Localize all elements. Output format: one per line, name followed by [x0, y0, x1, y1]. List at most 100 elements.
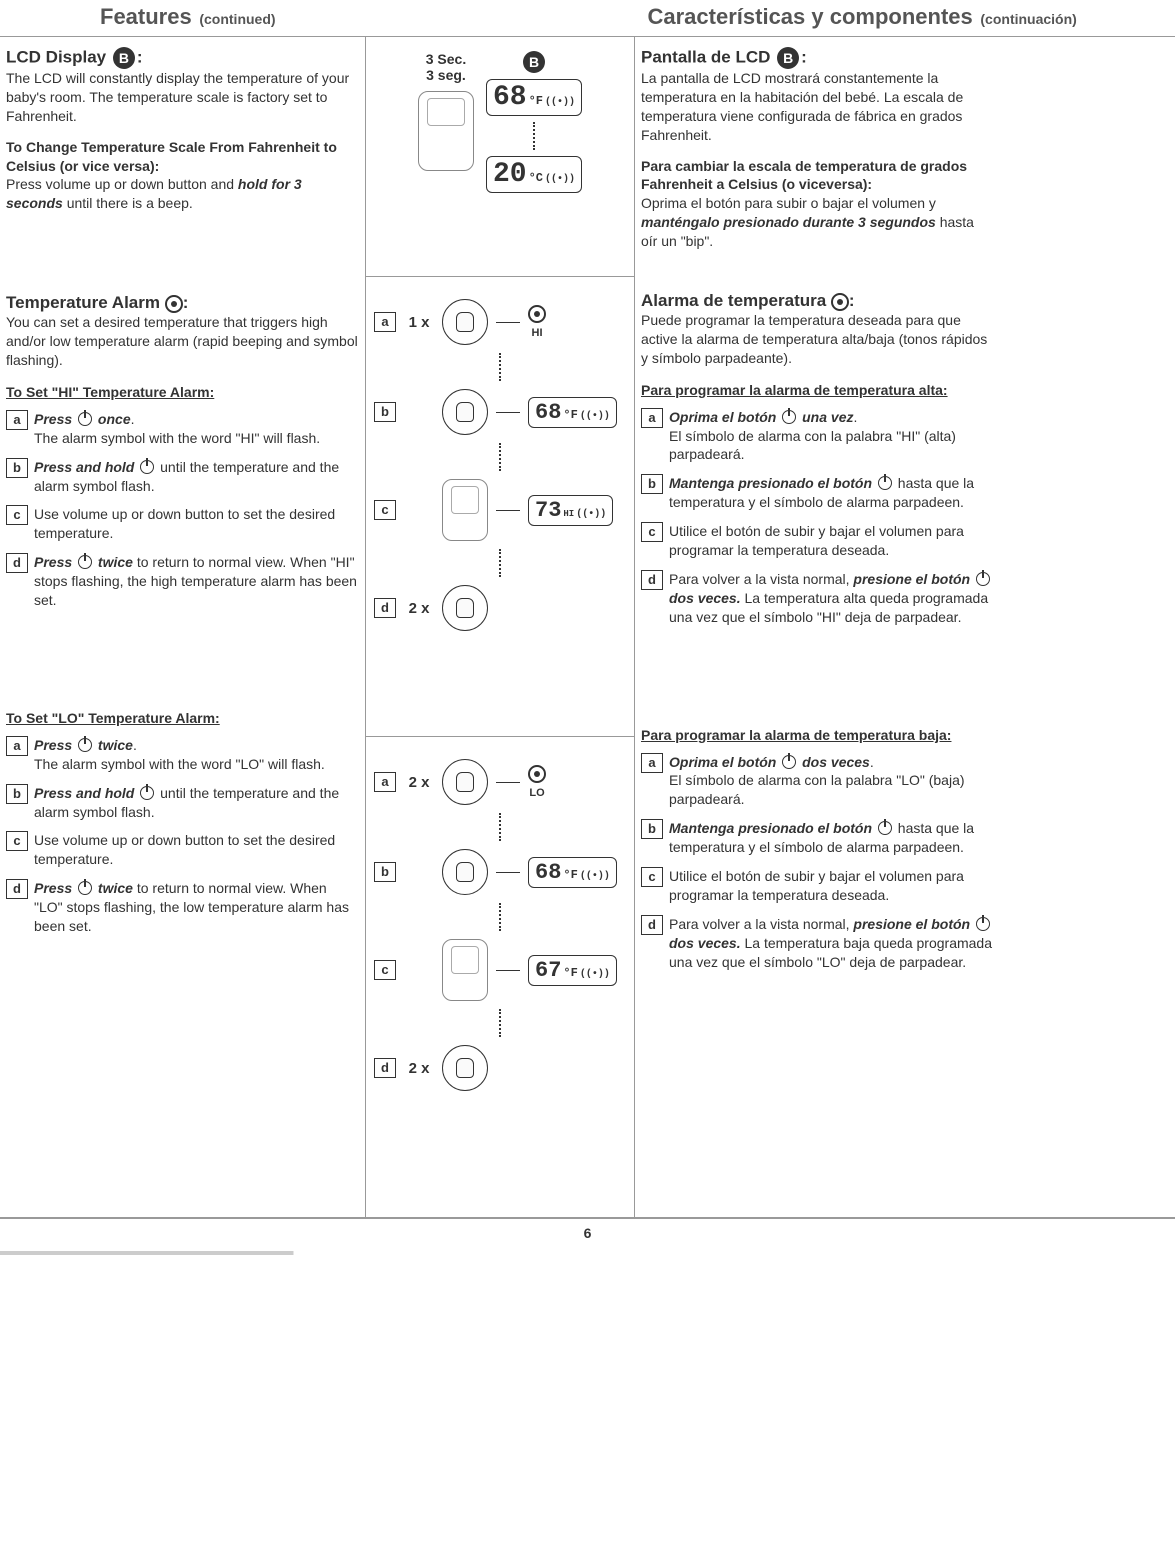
step-label-d: d — [641, 915, 663, 935]
lo-head-en: To Set "LO" Temperature Alarm: — [6, 710, 359, 726]
hi-b-bold: Press and hold — [34, 459, 138, 475]
lo-b-bold: Mantenga presionado el botón — [669, 820, 876, 836]
diagram-label-a: a — [374, 312, 396, 332]
lo-label: LO — [528, 787, 546, 799]
signal-icon: ((•)) — [580, 969, 610, 980]
lo-b-body-es: Mantenga presionado el botón hasta que l… — [669, 819, 994, 857]
hi-a-bold2: una vez — [798, 409, 853, 425]
device-icon — [418, 91, 474, 171]
step-label-c: c — [641, 867, 663, 887]
alarm-title-text: Alarma de temperatura — [641, 291, 831, 310]
power-icon — [78, 412, 92, 426]
lo-a-bold2: dos veces — [798, 754, 870, 770]
sec-label-es: 3 seg. — [418, 67, 474, 83]
lo-d-bold: Press — [34, 880, 76, 896]
target-icon — [831, 293, 849, 311]
power-icon — [782, 410, 796, 424]
diagram-sec-labels: 3 Sec. 3 seg. — [418, 51, 474, 171]
step-label-c: c — [6, 831, 28, 851]
lcd-temp: 68 — [535, 860, 561, 885]
step-label-a: a — [6, 736, 28, 756]
lo-c-body: Use volume up or down button to set the … — [34, 831, 359, 869]
header-right: Características y componentes (continuac… — [628, 4, 1175, 30]
hi-d-bold2: dos veces. — [669, 590, 741, 606]
lo-step-a-es: a Oprima el botón dos veces. El símbolo … — [641, 753, 994, 810]
hi-step-d-es: d Para volver a la vista normal, presion… — [641, 570, 994, 627]
diagram-label-a: a — [374, 772, 396, 792]
button-press-icon — [442, 389, 488, 435]
button-press-icon — [442, 1045, 488, 1091]
lo-step-b-en: b Press and hold until the temperature a… — [6, 784, 359, 822]
diagram-times: 2 x — [404, 600, 434, 617]
step-label-b: b — [6, 458, 28, 478]
dots-icon — [499, 1009, 501, 1037]
lo-step-b-es: b Mantenga presionado el botón hasta que… — [641, 819, 994, 857]
diagram-lo-b: b 68°F((•)) — [374, 849, 626, 895]
signal-icon: ((•)) — [545, 174, 575, 185]
hi-b-body-es: Mantenga presionado el botón hasta que l… — [669, 474, 994, 512]
lo-step-d-es: d Para volver a la vista normal, presion… — [641, 915, 994, 972]
alarm-title-colon: : — [183, 293, 189, 312]
step-label-d: d — [6, 879, 28, 899]
hi-step-d-en: d Press twice to return to normal view. … — [6, 553, 359, 610]
lcd-display: 73HI((•)) — [528, 495, 613, 526]
hi-step-b-en: b Press and hold until the temperature a… — [6, 458, 359, 496]
power-icon — [878, 821, 892, 835]
power-icon — [976, 572, 990, 586]
diagram-label-d: d — [374, 1058, 396, 1078]
lcd-display: 68°F((•)) — [528, 857, 617, 888]
hi-a-bold: Oprima el botón — [669, 409, 780, 425]
lcd-change-head-es: Para cambiar la escala de temperatura de… — [641, 157, 994, 195]
diagram-times: 2 x — [404, 1060, 434, 1077]
step-label-b: b — [641, 819, 663, 839]
alarm-title-text: Temperature Alarm — [6, 293, 165, 312]
lcd-body-en: The LCD will constantly display the temp… — [6, 69, 359, 126]
diagram-lo-c: c 67°F((•)) — [374, 939, 626, 1001]
badge-b-icon: B — [113, 47, 135, 69]
lo-a-bold2: twice — [94, 737, 133, 753]
hi-a-body-es: Oprima el botón una vez. El símbolo de a… — [669, 408, 994, 465]
lo-a-body-es: Oprima el botón dos veces. El símbolo de… — [669, 753, 994, 810]
diagram-label-d: d — [374, 598, 396, 618]
page-footer: 6 — [0, 1217, 1175, 1247]
signal-icon: ((•)) — [580, 411, 610, 422]
power-icon — [782, 755, 796, 769]
lcd-change-pre: Press volume up or down button and — [6, 176, 238, 192]
lcd-temp-c: 20 — [493, 159, 527, 190]
lcd-title-en: LCD Display B: — [6, 47, 359, 69]
section-lo-es: Para programar la alarma de temperatura … — [641, 727, 994, 972]
section-lcd-en: LCD Display B: The LCD will constantly d… — [6, 47, 359, 213]
alarm-title-es: Alarma de temperatura : — [641, 291, 994, 311]
hi-b-bold: Mantenga presionado el botón — [669, 475, 876, 491]
power-icon — [140, 460, 154, 474]
hi-a-bold2: once — [94, 411, 131, 427]
signal-icon: ((•)) — [580, 871, 610, 882]
lo-step-c-en: c Use volume up or down button to set th… — [6, 831, 359, 869]
section-alarm-en: Temperature Alarm : You can set a desire… — [6, 293, 359, 610]
header-title-en: Features — [100, 4, 192, 29]
badge-b-icon: B — [523, 51, 545, 73]
diagram-lo-d: d 2 x — [374, 1045, 626, 1091]
diagram-hi-panel: a 1 x HI b 68°F((•)) c — [366, 277, 634, 737]
hi-label: HI — [528, 327, 546, 339]
hi-head-en: To Set "HI" Temperature Alarm: — [6, 384, 359, 400]
hi-d-bold: presione el botón — [853, 571, 974, 587]
diagram-lo-panel: a 2 x LO b 68°F((•)) c — [366, 737, 634, 1217]
dots-icon — [499, 443, 501, 471]
device-icon — [442, 939, 488, 1001]
hi-a-rest: . The alarm symbol with the word "HI" wi… — [34, 411, 320, 446]
lcd-display: 68°F((•)) — [528, 397, 617, 428]
lo-head-es: Para programar la alarma de temperatura … — [641, 727, 994, 743]
hi-d-pre: Para volver a la vista normal, — [669, 571, 853, 587]
column-diagram: 3 Sec. 3 seg. B 68°F((•)) 20°C((•)) — [365, 37, 635, 1217]
lo-step-a-en: a Press twice. The alarm symbol with the… — [6, 736, 359, 774]
diagram-hi-d: d 2 x — [374, 585, 626, 631]
step-label-a: a — [641, 408, 663, 428]
step-label-a: a — [641, 753, 663, 773]
dots-icon — [499, 813, 501, 841]
hi-head-es: Para programar la alarma de temperatura … — [641, 382, 994, 398]
section-lcd-es: Pantalla de LCD B: La pantalla de LCD mo… — [641, 47, 994, 251]
lcd-unit: °F — [563, 966, 577, 980]
lcd-unit: °F — [563, 868, 577, 882]
hi-step-c-es: c Utilice el botón de subir y bajar el v… — [641, 522, 994, 560]
